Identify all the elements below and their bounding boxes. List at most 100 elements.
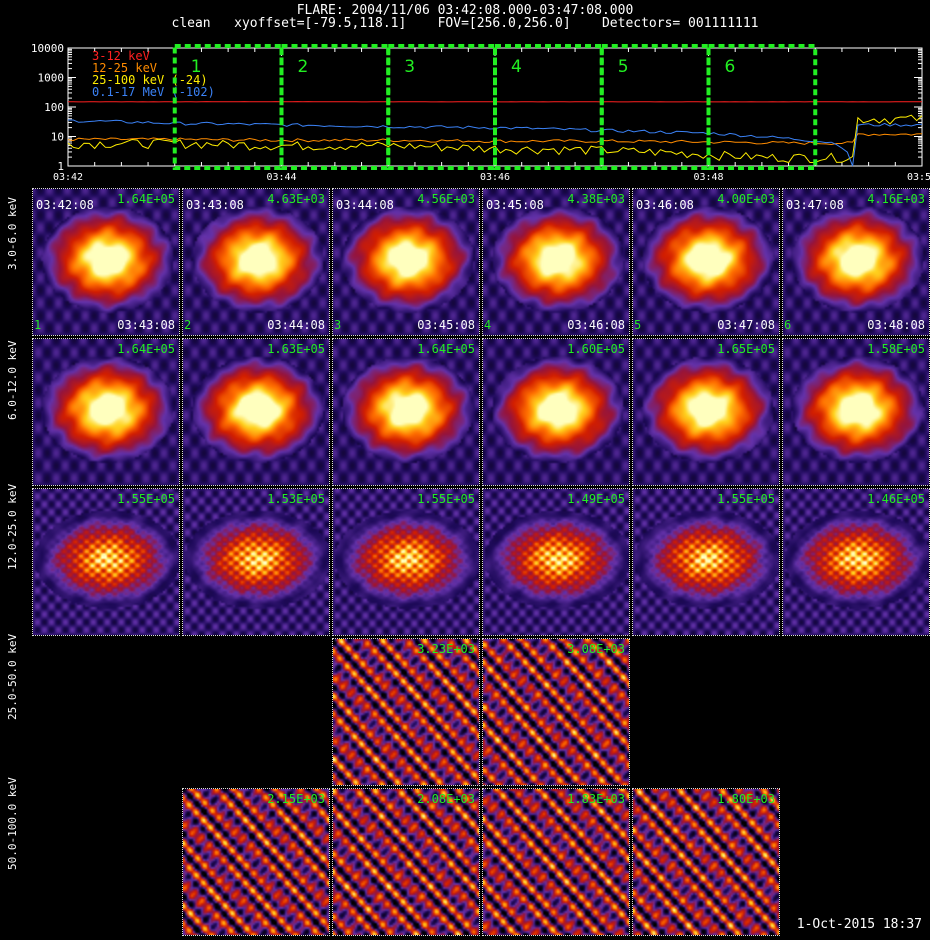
peak-value: 1.55E+05 <box>417 492 475 506</box>
image-map <box>633 189 779 335</box>
peak-value: 1.64E+05 <box>417 342 475 356</box>
series-line-2 <box>67 114 923 164</box>
y-tick-label: 1000 <box>38 72 65 85</box>
image-panel: 1.55E+05 <box>632 488 780 636</box>
image-panel: 1.64E+05 <box>32 338 180 486</box>
peak-value: 1.83E+03 <box>567 792 625 806</box>
legend-entry: 25-100 keV (-24) <box>92 73 208 87</box>
image-map <box>183 789 329 935</box>
image-panel: 1.60E+05 <box>482 338 630 486</box>
interval-box <box>172 44 284 170</box>
x-tick-label: 03:48 <box>693 172 723 183</box>
image-map <box>633 489 779 635</box>
interval-index-label: 3 <box>334 318 342 332</box>
peak-value: 1.64E+05 <box>117 342 175 356</box>
image-map <box>333 489 479 635</box>
image-panel: 4.16E+03 03:47:08 03:48:08 6 <box>782 188 930 336</box>
interval-label: 1 <box>191 57 202 77</box>
image-panel: 1.65E+05 <box>632 338 780 486</box>
y-tick-label: 1 <box>57 160 64 173</box>
image-map <box>483 189 629 335</box>
image-panel: 4.63E+03 03:43:08 03:44:08 2 <box>182 188 330 336</box>
interval-box <box>279 44 391 170</box>
peak-value: 4.00E+03 <box>717 192 775 206</box>
time-end-label: 03:43:08 <box>117 318 175 332</box>
image-map <box>183 489 329 635</box>
time-end-label: 03:44:08 <box>267 318 325 332</box>
image-panel: 1.58E+05 <box>782 338 930 486</box>
image-map <box>33 339 179 485</box>
image-panel: 1.63E+05 <box>182 338 330 486</box>
time-start-label: 03:44:08 <box>336 198 394 212</box>
interval-index-label: 1 <box>34 318 42 332</box>
row-energy-label: 3.0-6.0 keV <box>6 196 19 270</box>
image-map <box>483 639 629 785</box>
x-tick-label: 03:46 <box>480 172 510 183</box>
peak-value: 1.46E+05 <box>867 492 925 506</box>
legend-entry: 3-12 keV <box>92 49 150 63</box>
image-map <box>483 339 629 485</box>
time-start-label: 03:47:08 <box>786 198 844 212</box>
y-tick-label: 100 <box>44 101 64 114</box>
plot-subtitle: clean xyoffset=[-79.5,118.1] FOV=[256.0,… <box>171 16 759 31</box>
x-tick-label: 03:50 <box>907 172 930 183</box>
time-start-label: 03:43:08 <box>186 198 244 212</box>
image-panel: 4.38E+03 03:45:08 03:46:08 4 <box>482 188 630 336</box>
image-panel: 1.46E+05 <box>782 488 930 636</box>
time-start-label: 03:42:08 <box>36 198 94 212</box>
peak-value: 4.56E+03 <box>417 192 475 206</box>
image-map <box>333 639 479 785</box>
time-end-label: 03:48:08 <box>867 318 925 332</box>
time-end-label: 03:45:08 <box>417 318 475 332</box>
peak-value: 1.55E+05 <box>117 492 175 506</box>
lightcurve-chart: 10000100010010103:4203:4403:4603:4803:50… <box>31 42 930 183</box>
peak-value: 4.16E+03 <box>867 192 925 206</box>
peak-value: 1.60E+05 <box>567 342 625 356</box>
peak-value: 2.15E+03 <box>267 792 325 806</box>
image-map <box>183 339 329 485</box>
image-panel: 1.55E+05 <box>32 488 180 636</box>
row-energy-label: 25.0-50.0 keV <box>6 633 19 720</box>
x-tick-label: 03:44 <box>266 172 296 183</box>
peak-value: 1.58E+05 <box>867 342 925 356</box>
interval-box <box>493 44 604 170</box>
time-start-label: 03:46:08 <box>636 198 694 212</box>
image-panel: 1.53E+05 <box>182 488 330 636</box>
image-map <box>783 339 929 485</box>
peak-value: 3.08E+03 <box>567 642 625 656</box>
peak-value: 1.63E+05 <box>267 342 325 356</box>
peak-value: 4.38E+03 <box>567 192 625 206</box>
time-end-label: 03:47:08 <box>717 318 775 332</box>
image-panel: 1.80E+03 <box>632 788 780 936</box>
x-tick-label: 03:42 <box>53 172 83 183</box>
peak-value: 1.64E+05 <box>117 192 175 206</box>
image-map <box>333 789 479 935</box>
time-start-label: 03:45:08 <box>486 198 544 212</box>
row-energy-label: 6.0-12.0 keV <box>6 340 19 420</box>
image-panel: 1.83E+03 <box>482 788 630 936</box>
interval-label: 3 <box>404 57 415 77</box>
interval-label: 6 <box>725 57 736 77</box>
image-map <box>333 189 479 335</box>
image-map <box>783 489 929 635</box>
peak-value: 1.80E+03 <box>717 792 775 806</box>
image-panel: 3.08E+03 <box>482 638 630 786</box>
footer-timestamp: 1-Oct-2015 18:37 <box>796 917 922 932</box>
image-panel: 1.55E+05 <box>332 488 480 636</box>
image-panel: 2.08E+03 <box>332 788 480 936</box>
peak-value: 1.53E+05 <box>267 492 325 506</box>
image-panel: 3.23E+03 <box>332 638 480 786</box>
interval-label: 2 <box>298 57 309 77</box>
interval-box <box>386 44 497 170</box>
image-map <box>483 489 629 635</box>
legend-entry: 12-25 keV <box>92 61 157 75</box>
interval-label: 5 <box>618 57 629 77</box>
y-tick-label: 10000 <box>31 42 64 55</box>
time-end-label: 03:46:08 <box>567 318 625 332</box>
interval-index-label: 2 <box>184 318 192 332</box>
image-map <box>183 189 329 335</box>
peak-value: 1.55E+05 <box>717 492 775 506</box>
image-map <box>333 339 479 485</box>
y-tick-label: 10 <box>51 131 64 144</box>
row-energy-label: 12.0-25.0 keV <box>6 483 19 570</box>
